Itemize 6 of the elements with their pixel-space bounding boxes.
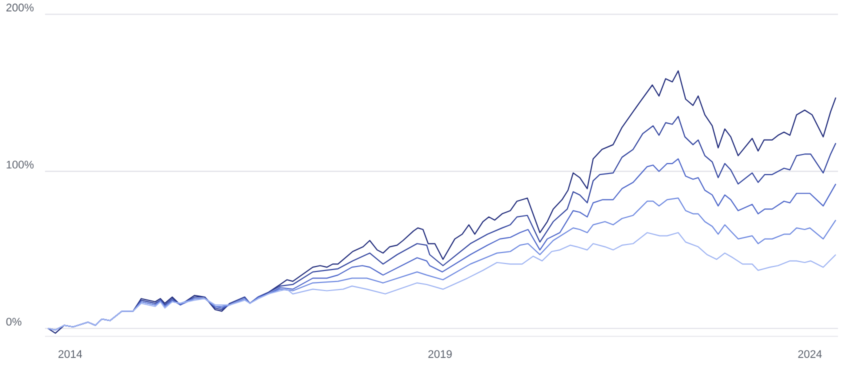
y-tick-label: 200% (6, 4, 34, 12)
x-tick-label: 2024 (798, 350, 822, 358)
y-tick-label: 100% (6, 160, 34, 168)
y-tick-label: 0% (6, 318, 22, 326)
x-tick-label: 2019 (428, 350, 452, 358)
x-tick-label: 2014 (58, 350, 82, 358)
